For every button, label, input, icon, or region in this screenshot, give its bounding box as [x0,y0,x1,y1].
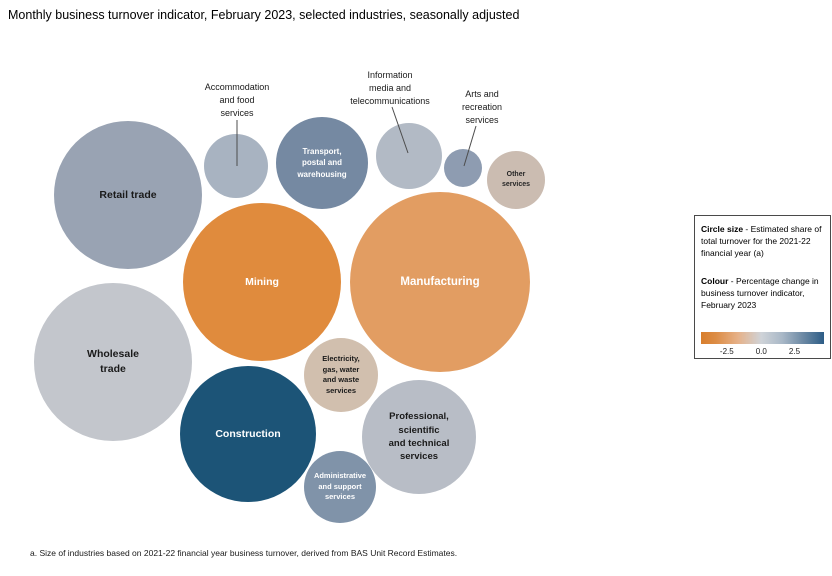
bubble-label-professional-scientific-technical: Professional, scientific and technical s… [388,411,450,463]
bubble-label-retail-trade: Retail trade [99,188,157,201]
chart-title: Monthly business turnover indicator, Feb… [8,8,520,22]
legend-colour-text: Colour - Percentage change in business t… [701,275,824,311]
legend-colour-description: - Percentage change in business turnover… [701,276,819,310]
bubble-label-transport-postal-warehousing: Transport, postal and warehousing [297,147,347,179]
bubble-label-arts-recreation: Arts and recreation services [461,88,503,125]
bubble-administrative-support: Administrative and support services [304,451,376,523]
bubble-professional-scientific-technical: Professional, scientific and technical s… [362,380,476,494]
legend-size-term: Circle size [701,224,744,234]
bubble-manufacturing: Manufacturing [350,192,530,372]
bubble-label-other-services: Other services [501,171,531,188]
legend-size-description: - Estimated share of total turnover for … [701,224,822,258]
bubble-label-construction: Construction [215,427,281,440]
bubble-label-wholesale-trade: Wholesale trade [87,348,139,375]
color-scale-gradient [701,332,824,344]
legend: Circle size - Estimated share of total t… [694,215,831,359]
bubble-wholesale-trade: Wholesale trade [34,283,192,441]
bubble-label-information-media-telecom: Information media and telecommunications [350,69,430,106]
bubble-other-services: Other services [487,151,545,209]
bubble-label-mining: Mining [245,275,279,288]
color-scale-ticks: -2.5 0.0 2.5 [701,347,824,359]
bubble-label-electricity-gas-water-waste: Electricity, gas, water and waste servic… [322,354,360,395]
legend-colour-term: Colour [701,276,729,286]
bubble-transport-postal-warehousing: Transport, postal and warehousing [276,117,368,209]
bubble-label-manufacturing: Manufacturing [400,275,480,288]
bubble-accommodation-food [204,134,268,198]
legend-size-text: Circle size - Estimated share of total t… [701,223,824,259]
bubble-mining: Mining [183,203,341,361]
bubble-label-administrative-support: Administrative and support services [313,471,367,502]
footnote: a. Size of industries based on 2021-22 f… [30,548,458,558]
color-scale-tick-positive: 2.5 [788,347,801,356]
bubble-information-media-telecom [376,123,442,189]
bubble-electricity-gas-water-waste: Electricity, gas, water and waste servic… [304,338,378,412]
bubble-retail-trade: Retail trade [54,121,202,269]
color-scale-tick-zero: 0.0 [755,347,767,356]
bubble-label-accommodation-food: Accommodation and food services [204,81,270,118]
color-scale-tick-negative: -2.5 [719,347,734,356]
bubble-arts-recreation [444,149,482,187]
bubble-construction: Construction [180,366,316,502]
